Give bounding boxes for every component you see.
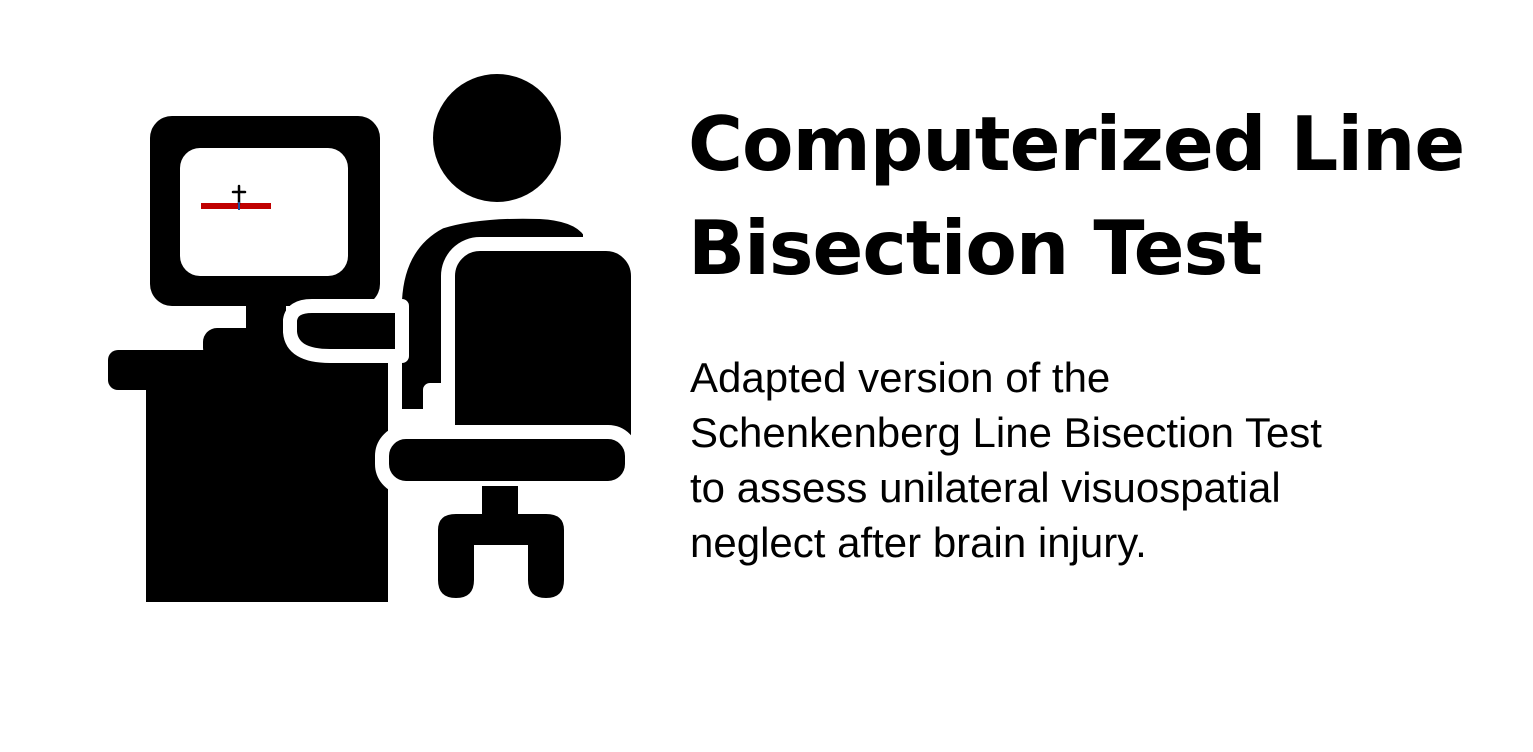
- desk-body: [146, 380, 388, 602]
- person-head: [433, 74, 561, 202]
- title-line: Computerized Line: [688, 100, 1465, 188]
- monitor-screen: [180, 148, 348, 276]
- page-title: Computerized Line Bisection Test: [688, 92, 1508, 300]
- chair-legs: [438, 514, 564, 598]
- chair-seat: [375, 425, 639, 495]
- description-line: neglect after brain injury.: [690, 519, 1147, 566]
- title-line: Bisection Test: [688, 204, 1263, 292]
- person-at-computer-icon: [108, 74, 645, 602]
- crosshair-cursor-icon: [231, 184, 247, 206]
- description-line: to assess unilateral visuospatial: [690, 464, 1281, 511]
- person-arm: [283, 299, 409, 363]
- description-line: Adapted version of the: [690, 354, 1111, 401]
- description: Adapted version of the Schenkenberg Line…: [690, 350, 1510, 570]
- description-line: Schenkenberg Line Bisection Test: [690, 409, 1322, 456]
- bisection-line: [201, 203, 271, 209]
